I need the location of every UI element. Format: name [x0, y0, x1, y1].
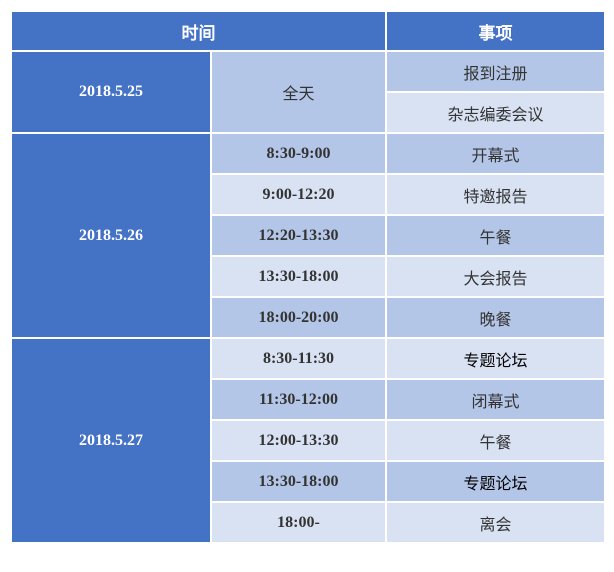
time-cell: 13:30-18:00: [210, 460, 387, 503]
event-cell: 专题论坛: [385, 337, 606, 380]
date-cell: 2018.5.27: [10, 337, 212, 544]
table-row: 12:00-13:30 午餐: [11, 419, 606, 462]
header-time: 时间: [10, 10, 387, 52]
event-cell: 大会报告: [385, 255, 606, 298]
time-cell: 8:30-9:00: [210, 132, 387, 175]
time-cell: 12:00-13:30: [210, 419, 387, 462]
table-row: 12:20-13:30 午餐: [11, 214, 606, 257]
time-cell: 11:30-12:00: [210, 378, 387, 421]
event-cell: 专题论坛: [385, 460, 606, 503]
event-cell: 晚餐: [385, 296, 606, 339]
time-cell: 9:00-12:20: [210, 173, 387, 216]
table-row: 13:30-18:00 专题论坛: [11, 460, 606, 503]
table-row: 18:00-20:00 晚餐: [11, 296, 606, 339]
event-cell: 开幕式: [385, 132, 606, 175]
header-row: 时间 事项: [10, 10, 606, 52]
schedule-table: 时间 事项 2018.5.25 全天 报到注册 杂志编委会议 2018.5.26 8:30…: [10, 10, 606, 544]
event-cell: 杂志编委会议: [385, 91, 606, 134]
table-row: 18:00- 离会: [11, 501, 606, 544]
table-row: 杂志编委会议: [11, 91, 606, 134]
date-cell: 2018.5.25: [10, 50, 212, 134]
time-cell: 8:30-11:30: [210, 337, 387, 380]
event-cell: 报到注册: [385, 50, 606, 93]
event-cell: 离会: [385, 501, 606, 544]
event-cell: 午餐: [385, 214, 606, 257]
table-row: 2018.5.26 8:30-9:00 开幕式: [10, 132, 606, 339]
table-row: 2018.5.27 8:30-11:30 专题论坛: [10, 337, 606, 544]
event-cell: 特邀报告: [385, 173, 606, 216]
time-cell: 18:00-: [210, 501, 387, 544]
table-row: 11:30-12:00 闭幕式: [11, 378, 606, 421]
date-cell: 2018.5.26: [10, 132, 212, 339]
event-cell: 午餐: [385, 419, 606, 462]
time-cell: 18:00-20:00: [210, 296, 387, 339]
header-event: 事项: [385, 10, 606, 52]
table-row: 13:30-18:00 大会报告: [11, 255, 606, 298]
table-row: 9:00-12:20 特邀报告: [11, 173, 606, 216]
table-row: 2018.5.25 全天 报到注册: [10, 50, 606, 134]
time-cell: 全天: [210, 50, 387, 134]
time-cell: 12:20-13:30: [210, 214, 387, 257]
time-cell: 13:30-18:00: [210, 255, 387, 298]
event-cell: 闭幕式: [385, 378, 606, 421]
